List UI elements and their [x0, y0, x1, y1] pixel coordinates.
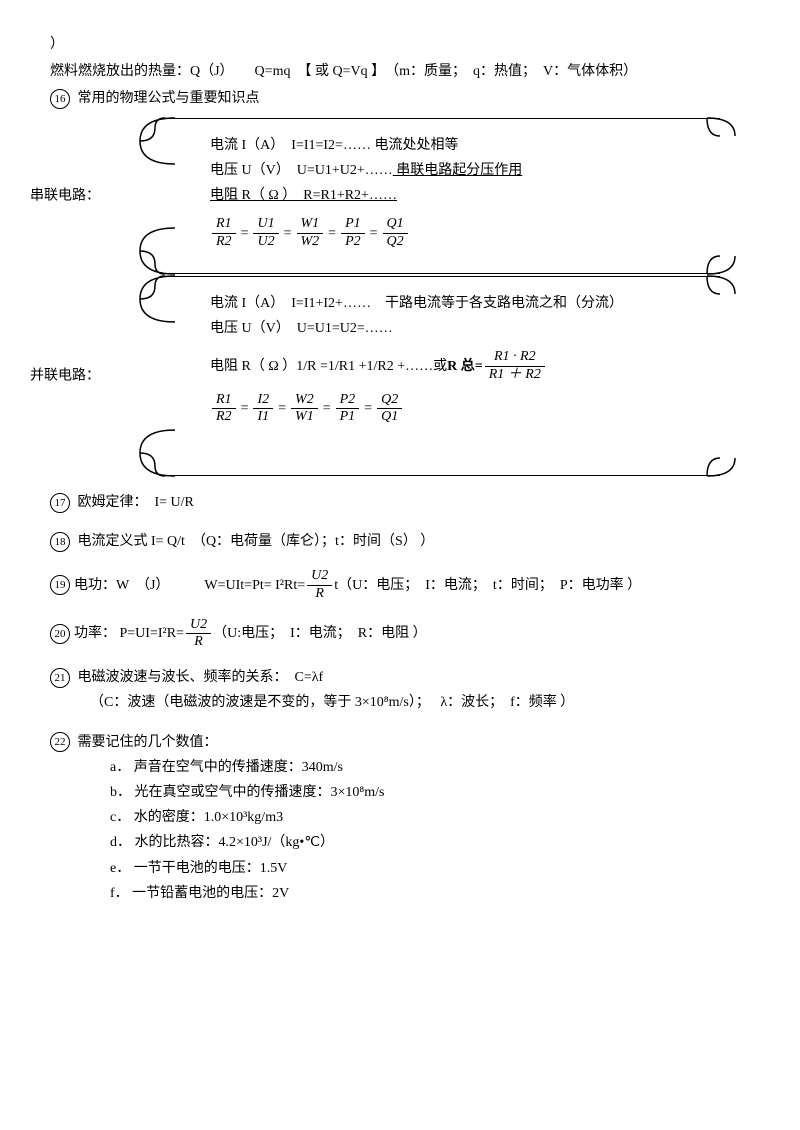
circled-16: 16 [50, 89, 70, 109]
item-21-l2: （C：波速（电磁波的波速是不变的，等于 3×10⁸m/s）； λ：波长； f：频… [50, 690, 750, 715]
circled-19: 19 [50, 575, 70, 595]
series-scroll: 串联电路： 电流 I（A） I=I1=I2=…… 电流处处相等 电压 U（V） … [160, 118, 720, 274]
item-22-a: a． 声音在空气中的传播速度：340m/s [50, 755, 750, 780]
circled-18: 18 [50, 532, 70, 552]
scroll-roll-icon [705, 438, 745, 478]
circled-20: 20 [50, 624, 70, 644]
scroll-roll-icon [130, 226, 180, 276]
item-19-post: t（U：电压； I：电流； t：时间； P：电功率 ） [334, 573, 641, 598]
item-18: 18 电流定义式 I= Q/t （Q：电荷量（库仑）；t：时间（S） ） [50, 529, 750, 554]
heat-formula: 燃料燃烧放出的热量：Q（J） Q=mq 【 或 Q=Vq 】 （m：质量； q：… [50, 59, 750, 84]
item-17-text: 欧姆定律： I= U/R [78, 495, 194, 510]
series-ratio: R1R2 = U1U2 = W1W2 = P1P2 = Q1Q2 [210, 216, 690, 251]
item-19-pre: 电功：W （J） W=UIt=Pt= I²Rt= [74, 573, 305, 598]
item-20-pre: 功率： P=UI=I²R= [74, 621, 184, 646]
parallel-l2: 电压 U（V） U=U1=U2=…… [210, 316, 690, 341]
item-21-l1: 电磁波波速与波长、频率的关系： C=λf [78, 670, 324, 685]
series-l3: 电阻 R（ Ω ） R=R1+R2+…… [210, 183, 690, 208]
series-label: 串联电路： [30, 183, 100, 208]
circled-17: 17 [50, 493, 70, 513]
item-22-d: d． 水的比热容：4.2×10³J/（kg•℃） [50, 830, 750, 855]
item-21: 21 电磁波波速与波长、频率的关系： C=λf （C：波速（电磁波的波速是不变的… [50, 665, 750, 715]
item-22-b: b． 光在真空或空气中的传播速度：3×10⁸m/s [50, 780, 750, 805]
item-22-f: f． 一节铅蓄电池的电压：2V [50, 881, 750, 906]
parallel-l3b: R 总= [447, 354, 483, 379]
item-22-title: 需要记住的几个数值： [78, 735, 218, 750]
circled-21: 21 [50, 668, 70, 688]
parallel-l3: 电阻 R（ Ω ）1/R =1/R1 +1/R2 +……或 R 总= R1 · … [210, 349, 690, 384]
series-l1: 电流 I（A） I=I1=I2=…… 电流处处相等 [210, 133, 690, 158]
parallel-scroll: 并联电路： 电流 I（A） I=I1+I2+…… 干路电流等于各支路电流之和（分… [160, 276, 720, 476]
circled-22: 22 [50, 732, 70, 752]
series-l2: 电压 U（V） U=U1+U2+…… 串联电路起分压作用 [210, 158, 690, 183]
item-22: 22 需要记住的几个数值： a． 声音在空气中的传播速度：340m/s b． 光… [50, 730, 750, 906]
item-22-c: c． 水的密度：1.0×10³kg/m3 [50, 805, 750, 830]
parallel-ratio: R1R2 = I2I1 = W2W1 = P2P1 = Q2Q1 [210, 392, 690, 427]
scroll-roll-icon [130, 428, 180, 478]
parallel-l3a: 电阻 R（ Ω ）1/R =1/R1 +1/R2 +……或 [210, 354, 447, 379]
item-20: 20 功率： P=UI=I²R= U2R （U:电压； I：电流； R：电阻 ） [50, 617, 750, 652]
closing-paren: ） [50, 32, 750, 57]
series-l2a: 电压 U（V） U=U1+U2+…… [210, 163, 393, 178]
item-17: 17 欧姆定律： I= U/R [50, 490, 750, 515]
item-22-e: e． 一节干电池的电压：1.5V [50, 856, 750, 881]
item-18-text: 电流定义式 I= Q/t （Q：电荷量（库仑）；t：时间（S） ） [78, 534, 435, 549]
parallel-label: 并联电路： [30, 363, 100, 388]
item-16: 16 常用的物理公式与重要知识点 [50, 86, 750, 111]
item-19: 19 电功：W （J） W=UIt=Pt= I²Rt= U2R t（U：电压； … [50, 568, 750, 603]
parallel-l1: 电流 I（A） I=I1+I2+…… 干路电流等于各支路电流之和（分流） [210, 291, 690, 316]
series-l2b: 串联电路起分压作用 [393, 163, 523, 178]
scroll-roll-icon [705, 236, 745, 276]
item-16-title: 常用的物理公式与重要知识点 [78, 91, 260, 106]
item-20-post: （U:电压； I：电流； R：电阻 ） [213, 621, 427, 646]
